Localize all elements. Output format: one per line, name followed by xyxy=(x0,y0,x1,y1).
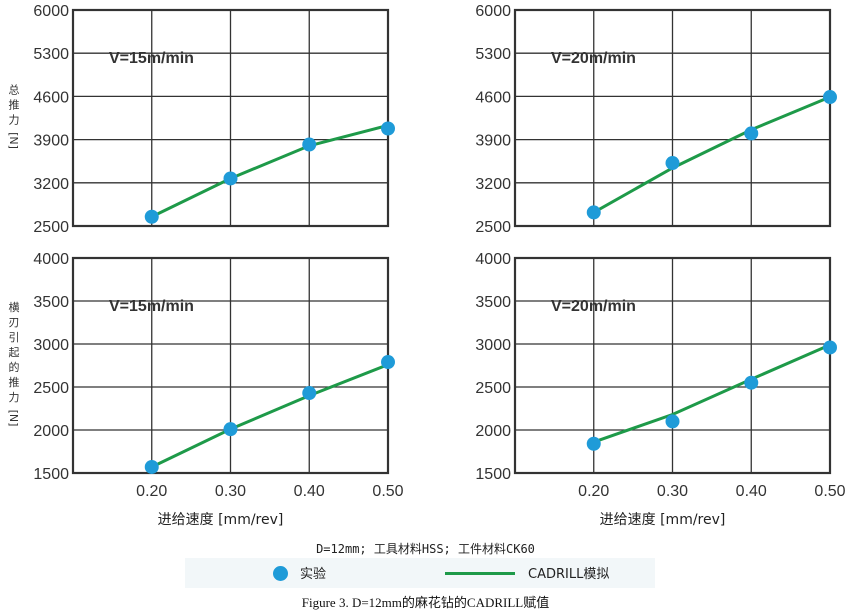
y-tick-label: 2000 xyxy=(33,423,69,440)
panel-annotation: V=15m/min xyxy=(109,50,194,67)
chart-panel-3: 1500 2000 2500 3000 3500 4000 0.20 0.30 0.40 0.50… xyxy=(7,251,404,528)
y-axis-label-char: 推 xyxy=(9,375,20,389)
legend-line-marker xyxy=(445,572,515,575)
experiment-point xyxy=(144,459,159,474)
y-tick-label: 2500 xyxy=(33,219,69,236)
experiment-point xyxy=(665,156,680,171)
experiment-point xyxy=(823,340,837,355)
simulation-line xyxy=(151,123,389,219)
y-tick-label: 4000 xyxy=(475,251,511,268)
y-tick-label: 3900 xyxy=(475,133,511,150)
y-tick-label: 6000 xyxy=(33,3,69,20)
y-tick-label: 4600 xyxy=(475,89,511,106)
y-tick-label: 3900 xyxy=(33,133,69,150)
panel-annotation: V=20m/min xyxy=(551,50,636,67)
experiment-point xyxy=(223,171,238,186)
y-tick-label: 4600 xyxy=(33,89,69,106)
y-tick-label: 2500 xyxy=(33,380,69,397)
chart-panel-2: 2500 3200 3900 4600 5300 6000 V=20m/min xyxy=(475,3,837,236)
y-axis-label-char: 横 xyxy=(9,300,20,314)
y-axis-label-char: 刃 xyxy=(9,316,20,329)
x-tick-label: 0.50 xyxy=(814,483,845,500)
y-axis-label-char: 引 xyxy=(9,330,20,344)
x-axis-label: 进给速度 [mm/rev] xyxy=(158,512,284,528)
legend-point-marker xyxy=(273,566,288,581)
simulation-line xyxy=(151,363,389,469)
y-axis-label-char: 总 xyxy=(9,83,20,97)
simulation-line xyxy=(593,343,831,444)
y-tick-label: 3500 xyxy=(475,294,511,311)
y-tick-label: 6000 xyxy=(475,3,511,20)
figure-caption: Figure 3. D=12mm的麻花钻的CADRILL赋值 xyxy=(301,595,550,610)
panel-annotation: V=20m/min xyxy=(551,298,636,315)
experiment-point xyxy=(586,436,601,451)
y-axis-label: 总推力 [N] xyxy=(7,83,20,149)
x-tick-label: 0.50 xyxy=(372,483,403,500)
plot-frame xyxy=(513,8,832,228)
y-tick-label: 1500 xyxy=(475,466,511,483)
x-tick-label: 0.40 xyxy=(294,483,325,500)
y-axis-label-char: 力 xyxy=(9,391,20,404)
y-axis-label-char: 推 xyxy=(9,98,20,112)
x-axis-label: 进给速度 [mm/rev] xyxy=(600,512,726,528)
panel-annotation: V=15m/min xyxy=(109,298,194,315)
y-tick-label: 3200 xyxy=(33,176,69,193)
experiment-point xyxy=(381,121,395,136)
legend xyxy=(185,558,655,588)
experiment-point xyxy=(223,422,238,437)
legend-experiment-label: 实验 xyxy=(300,567,327,582)
x-tick-label: 0.40 xyxy=(736,483,767,500)
conditions-note: D=12mm; 工具材料HSS; 工件材料CK60 xyxy=(316,542,535,556)
x-tick-label: 0.20 xyxy=(578,483,609,500)
y-tick-label: 3500 xyxy=(33,294,69,311)
y-tick-label: 2500 xyxy=(475,380,511,397)
y-tick-label: 3000 xyxy=(33,337,69,354)
x-tick-label: 0.20 xyxy=(136,483,167,500)
x-tick-label: 0.30 xyxy=(215,483,246,500)
y-tick-label: 2500 xyxy=(475,219,511,236)
y-tick-label: 2000 xyxy=(475,423,511,440)
y-tick-label: 3200 xyxy=(475,176,511,193)
y-axis-label-char: 的 xyxy=(9,360,20,374)
experiment-point xyxy=(744,126,759,141)
y-axis-label-char: 力 xyxy=(9,114,20,127)
experiment-point xyxy=(665,414,680,429)
experiment-point xyxy=(302,137,317,152)
legend-simulation-label: CADRILL模拟 xyxy=(528,567,610,582)
experiment-point xyxy=(144,209,159,224)
y-tick-label: 5300 xyxy=(33,46,69,63)
y-axis-unit: [N] xyxy=(7,132,20,149)
y-tick-label: 1500 xyxy=(33,466,69,483)
simulation-line xyxy=(593,95,831,214)
experiment-point xyxy=(586,205,601,220)
chart-panel-4: 1500 2000 2500 3000 3500 4000 0.20 0.30 0.40 0.50… xyxy=(475,251,845,528)
plot-frame xyxy=(71,8,390,228)
plot-frame xyxy=(513,256,832,475)
y-tick-label: 4000 xyxy=(33,251,69,268)
x-tick-label: 0.30 xyxy=(657,483,688,500)
experiment-point xyxy=(823,90,837,105)
experiment-point xyxy=(302,386,317,401)
y-tick-label: 3000 xyxy=(475,337,511,354)
y-axis-unit: [N] xyxy=(7,410,20,427)
y-tick-label: 5300 xyxy=(475,46,511,63)
experiment-point xyxy=(381,355,395,370)
chart-panel-1: 2500 3200 3900 4600 5300 6000 总推力 [N] V=15m/min xyxy=(7,3,395,236)
experiment-point xyxy=(744,375,759,390)
y-axis-label-char: 起 xyxy=(9,346,20,359)
